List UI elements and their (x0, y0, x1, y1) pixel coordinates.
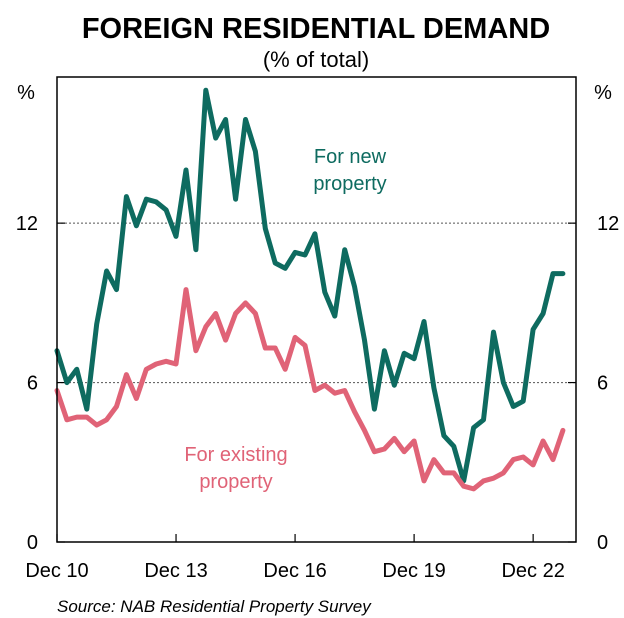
plot-frame (56, 76, 577, 543)
x-tick-label: Dec 19 (382, 560, 445, 582)
x-tick-label: Dec 10 (25, 560, 88, 582)
y-axis-unit-left: % (17, 82, 35, 104)
y-tick-label-right: 12 (597, 213, 619, 235)
y-axis-unit-right: % (594, 82, 612, 104)
y-tick-label-right: 6 (597, 373, 608, 395)
y-tick-label-left: 12 (16, 213, 38, 235)
y-tick-label-right: 0 (597, 532, 608, 554)
x-tick-label: Dec 16 (263, 560, 326, 582)
series-label-new-line2: property (313, 173, 386, 195)
x-axis-ticks: Dec 10 Dec 13 Dec 16 Dec 19 Dec 22 (25, 534, 565, 582)
series-label-existing-line1: For existing (184, 444, 287, 466)
y-axis-ticks: 0 0 6 6 12 12 (16, 213, 620, 554)
chart-title: FOREIGN RESIDENTIAL DEMAND (82, 13, 550, 45)
x-tick-label: Dec 13 (144, 560, 207, 582)
y-tick-label-left: 6 (27, 373, 38, 395)
series-label-existing-line2: property (199, 471, 272, 493)
x-tick-label: Dec 22 (501, 560, 564, 582)
source-note: Source: NAB Residential Property Survey (57, 597, 372, 616)
chart-subtitle: (% of total) (263, 47, 369, 72)
series-line-existing-property (54, 287, 566, 492)
series-label-new-line1: For new (314, 146, 387, 168)
series-line-new-property (54, 87, 566, 484)
series-lines (54, 87, 566, 492)
y-tick-label-left: 0 (27, 532, 38, 554)
